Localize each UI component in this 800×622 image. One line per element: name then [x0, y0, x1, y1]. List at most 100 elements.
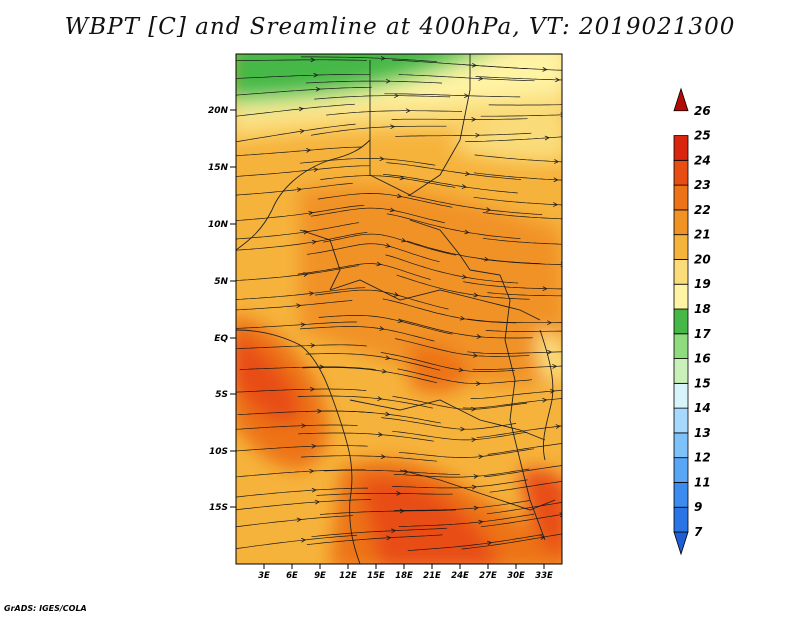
- streamline: [236, 445, 368, 452]
- streamline: [236, 182, 353, 196]
- field-band-24-25-west: [236, 333, 301, 424]
- streamline: [470, 389, 562, 399]
- streamline-arrow: [552, 364, 558, 369]
- lon-axis: 3E 6E 9E 12E 15E 18E 21E 24E 27E 30E 33E: [258, 564, 553, 581]
- streamline-arrow: [460, 426, 466, 432]
- streamline-arrow: [300, 537, 307, 543]
- lon-label: 6E: [286, 571, 298, 581]
- streamline-arrow: [399, 508, 405, 514]
- streamline: [301, 455, 437, 462]
- streamline-arrow: [385, 78, 391, 84]
- credit-text: GrADS: IGES/COLA: [4, 604, 87, 613]
- streamline: [307, 243, 440, 263]
- streamline: [397, 368, 533, 384]
- colorbar: 7 9 11 12 13 14 15 16 17 18 19 20 21 22 23 24 25 26: [673, 87, 711, 556]
- streamline-arrow: [473, 292, 479, 298]
- streamline-arrow: [566, 329, 570, 333]
- streamline-arrow: [542, 67, 548, 72]
- streamline-arrow: [377, 396, 383, 401]
- streamline: [236, 232, 368, 251]
- page-title: WBPT [C] and Sreamline at 400hPa, VT: 20…: [64, 14, 736, 40]
- streamline: [398, 74, 535, 82]
- streamline: [384, 93, 521, 98]
- lat-label: EQ: [214, 334, 228, 344]
- country-borders: [236, 54, 556, 564]
- streamline-arrow: [459, 315, 466, 321]
- streamline-arrow: [542, 397, 548, 403]
- streamline: [305, 80, 443, 84]
- streamline-arrow: [542, 286, 548, 291]
- streamline: [481, 258, 562, 265]
- streamline: [463, 281, 562, 290]
- border-sahel: [369, 54, 471, 196]
- lon-label: 24E: [451, 571, 469, 581]
- border-south: [399, 469, 556, 511]
- streamline: [398, 513, 535, 527]
- streamline-arrow: [569, 478, 573, 482]
- coastline-west-africa: [236, 139, 371, 251]
- streamline: [385, 254, 519, 284]
- streamline-arrow: [385, 355, 391, 360]
- streamline: [239, 366, 376, 370]
- colorbar-swatch: [673, 184, 689, 211]
- streamline-arrow: [553, 202, 559, 207]
- streamline: [473, 172, 562, 181]
- streamline-arrow: [476, 381, 482, 386]
- streamline: [311, 527, 448, 538]
- streamline-arrow: [471, 117, 477, 122]
- streamline: [236, 146, 363, 157]
- streamline: [236, 265, 360, 281]
- streamline-arrow: [405, 108, 411, 114]
- streamline: [319, 509, 456, 515]
- streamline-arrow: [485, 207, 492, 212]
- streamline: [392, 479, 528, 489]
- streamline: [236, 388, 367, 393]
- streamline-arrow: [385, 411, 391, 417]
- streamline: [236, 344, 367, 350]
- lat-axis: 20N 15N 10N 5N EQ 5S 10S 15S: [208, 106, 236, 513]
- streamline: [306, 534, 443, 545]
- streamline-arrow: [311, 239, 317, 245]
- streamline-arrow: [478, 454, 484, 460]
- streamline: [314, 95, 451, 100]
- colorbar-label: 25: [694, 129, 711, 143]
- colorbar-max-triangle: [673, 87, 689, 112]
- streamline-arrow: [547, 349, 553, 355]
- streamline: [299, 158, 436, 166]
- streamline-arrow: [471, 484, 478, 490]
- streamline-arrow: [473, 505, 479, 511]
- lat-label: 10S: [209, 447, 228, 457]
- colorbar-swatch: [673, 234, 689, 260]
- coastline-southwest: [236, 329, 361, 564]
- streamline: [236, 222, 359, 240]
- lat-label: 5S: [215, 390, 228, 400]
- streamline-arrow: [472, 353, 479, 358]
- field-band-24-25-south: [360, 477, 500, 564]
- streamline: [396, 274, 530, 300]
- streamline-arrow: [464, 93, 470, 98]
- streamline: [394, 500, 530, 511]
- colorbar-swatch: [673, 209, 689, 236]
- colorbar-swatch: [673, 457, 689, 483]
- streamline-arrow: [378, 432, 384, 437]
- streamline-arrow: [310, 343, 316, 348]
- border-equatorial: [329, 279, 541, 321]
- streamlines: [236, 55, 573, 551]
- streamline-arrow: [567, 441, 571, 445]
- colorbar-swatch: [673, 333, 689, 359]
- streamline-arrow: [296, 517, 302, 523]
- border-nigeria: [299, 229, 341, 291]
- streamline: [472, 365, 562, 370]
- streamline-arrow: [476, 334, 482, 339]
- streamline: [299, 326, 435, 342]
- colorbar-label: 19: [694, 277, 711, 291]
- streamline-arrow: [464, 171, 471, 176]
- map-frame: [235, 53, 563, 565]
- streamline: [318, 315, 453, 335]
- streamline: [236, 204, 365, 221]
- streamline: [326, 110, 463, 116]
- streamline: [395, 132, 532, 137]
- streamline: [310, 125, 447, 136]
- colorbar-label: 11: [694, 475, 711, 489]
- streamline: [236, 103, 355, 117]
